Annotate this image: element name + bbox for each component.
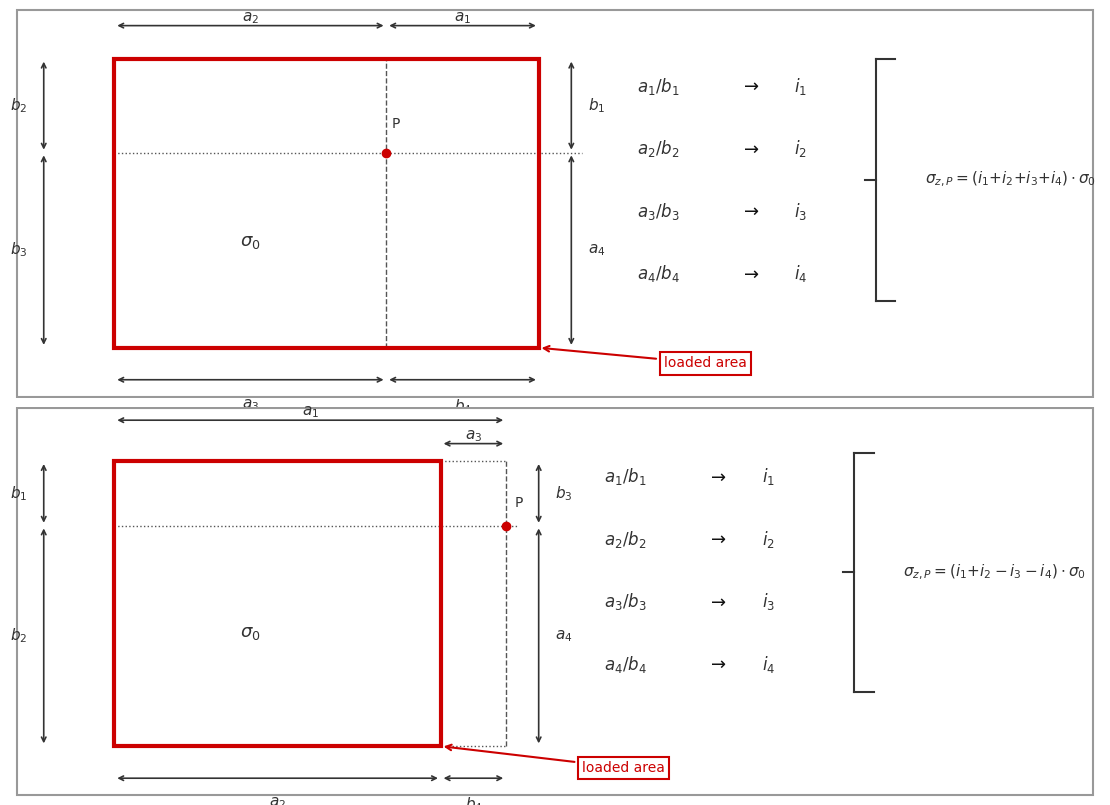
- Bar: [114, 59, 538, 348]
- Text: loaded area: loaded area: [544, 346, 747, 370]
- Text: $a_4$: $a_4$: [587, 242, 605, 258]
- Text: $\rightarrow$: $\rightarrow$: [740, 265, 759, 283]
- FancyBboxPatch shape: [17, 408, 1093, 795]
- Text: $a_2$: $a_2$: [269, 796, 286, 805]
- Text: $a_{4}/b_{4}$: $a_{4}/b_{4}$: [637, 263, 679, 284]
- Text: $a_3$: $a_3$: [465, 428, 482, 444]
- Text: $\rightarrow$: $\rightarrow$: [740, 77, 759, 95]
- Text: $i_{1}$: $i_{1}$: [795, 76, 807, 97]
- FancyBboxPatch shape: [17, 10, 1093, 397]
- Text: $\sigma_{z,P} = (i_1{+}i_2{+}i_3{+}i_4) \cdot \sigma_0$: $\sigma_{z,P} = (i_1{+}i_2{+}i_3{+}i_4) …: [925, 170, 1096, 189]
- Text: P: P: [392, 117, 401, 131]
- Text: $b_3$: $b_3$: [10, 241, 28, 259]
- Text: $b_1$: $b_1$: [587, 97, 605, 115]
- Text: $\sigma_0$: $\sigma_0$: [240, 624, 261, 642]
- Text: $b_2$: $b_2$: [10, 97, 28, 115]
- Text: $\rightarrow$: $\rightarrow$: [707, 655, 727, 673]
- Text: $i_{4}$: $i_{4}$: [795, 263, 808, 284]
- Text: $\sigma_0$: $\sigma_0$: [240, 233, 261, 251]
- Text: $a_{1}/b_{1}$: $a_{1}/b_{1}$: [637, 76, 679, 97]
- Text: $b_3$: $b_3$: [555, 484, 573, 503]
- Text: $\rightarrow$: $\rightarrow$: [707, 530, 727, 548]
- Text: $\rightarrow$: $\rightarrow$: [740, 202, 759, 220]
- Text: $b_4$: $b_4$: [464, 796, 483, 805]
- Text: $a_4$: $a_4$: [555, 628, 573, 644]
- Bar: [114, 461, 441, 746]
- Text: $a_{3}/b_{3}$: $a_{3}/b_{3}$: [637, 200, 679, 221]
- Text: $\rightarrow$: $\rightarrow$: [707, 468, 727, 485]
- Text: P: P: [515, 496, 523, 510]
- Text: $a_1$: $a_1$: [454, 10, 471, 26]
- Text: $\rightarrow$: $\rightarrow$: [740, 139, 759, 158]
- Text: $i_{3}$: $i_{3}$: [761, 591, 775, 613]
- Text: $a_3$: $a_3$: [242, 398, 259, 413]
- Text: $\sigma_{z,P} = (i_1{+}i_2 - i_3 - i_4) \cdot \sigma_0$: $\sigma_{z,P} = (i_1{+}i_2 - i_3 - i_4) …: [904, 563, 1086, 582]
- Text: $a_1$: $a_1$: [302, 405, 319, 420]
- Text: $a_{3}/b_{3}$: $a_{3}/b_{3}$: [604, 591, 647, 613]
- Text: $a_{1}/b_{1}$: $a_{1}/b_{1}$: [604, 466, 646, 487]
- Text: $\rightarrow$: $\rightarrow$: [707, 592, 727, 611]
- Text: $i_{1}$: $i_{1}$: [761, 466, 775, 487]
- Text: $i_{3}$: $i_{3}$: [795, 200, 807, 221]
- Text: $a_2$: $a_2$: [242, 10, 259, 26]
- Text: $b_2$: $b_2$: [10, 626, 28, 646]
- Text: $a_{2}/b_{2}$: $a_{2}/b_{2}$: [604, 529, 646, 550]
- Text: $i_{2}$: $i_{2}$: [795, 138, 807, 159]
- Text: $a_{4}/b_{4}$: $a_{4}/b_{4}$: [604, 654, 647, 675]
- Text: $b_1$: $b_1$: [10, 484, 28, 503]
- Text: $i_{2}$: $i_{2}$: [761, 529, 775, 550]
- Text: $i_{4}$: $i_{4}$: [761, 654, 775, 675]
- Text: $b_4$: $b_4$: [454, 398, 472, 416]
- Text: loaded area: loaded area: [446, 745, 665, 774]
- Text: $a_{2}/b_{2}$: $a_{2}/b_{2}$: [637, 138, 679, 159]
